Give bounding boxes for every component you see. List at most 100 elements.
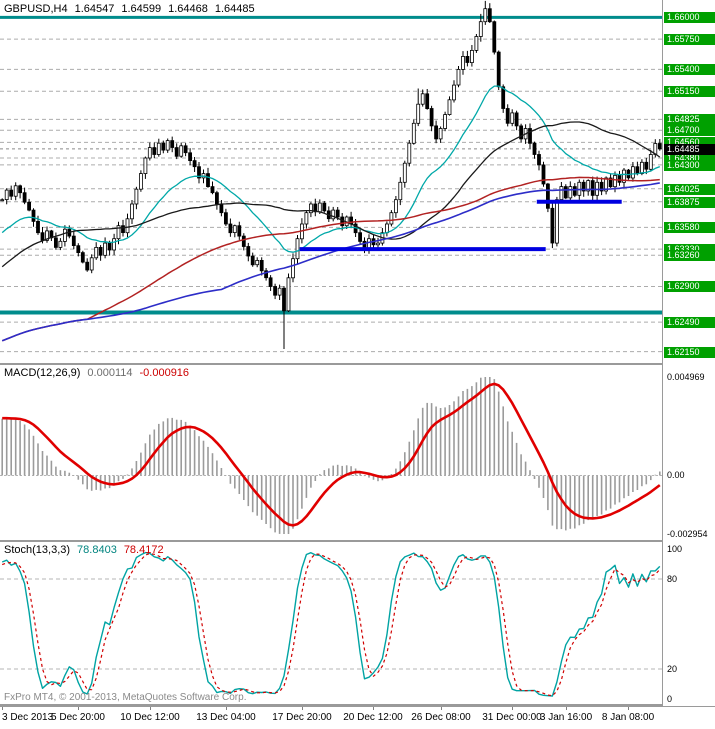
price-level-badge: 1.64380 — [664, 153, 715, 164]
candle-body — [112, 238, 116, 251]
stoch-axis-label: 20 — [667, 664, 678, 674]
macd-panel[interactable] — [0, 365, 662, 540]
candle-body — [134, 188, 139, 205]
candle-body — [192, 160, 197, 168]
candle-body — [604, 177, 608, 192]
candle-body — [613, 174, 617, 188]
candle-body — [443, 114, 448, 129]
candle-body — [264, 270, 269, 279]
time-axis[interactable]: 3 Dec 2013 5 Dec 20:00 10 Dec 12:00 13 Dec … — [0, 706, 715, 729]
candle-body — [54, 237, 58, 248]
candle-body — [420, 93, 425, 105]
candle-body — [465, 56, 470, 63]
current-price-badge: 1.64485 — [664, 144, 715, 155]
candle-body — [528, 128, 532, 144]
candle-body — [94, 246, 99, 259]
candle-body — [559, 186, 564, 201]
stochastic-canvas[interactable] — [0, 542, 662, 704]
candle-body — [85, 261, 90, 271]
candle-body — [393, 199, 398, 214]
price-level-badge: 1.64700 — [664, 125, 715, 136]
stochastic-panel[interactable] — [0, 542, 662, 704]
candle-body — [18, 185, 23, 194]
price-level-badge: 1.64025 — [664, 184, 715, 195]
macd-axis-zero-label: 0.00 — [667, 470, 685, 480]
macd-main-value: 0.000114 — [87, 367, 133, 379]
macd-canvas[interactable] — [0, 365, 662, 540]
panel-separator — [0, 704, 715, 706]
candle-body — [223, 212, 228, 225]
panel-separator[interactable] — [0, 540, 715, 542]
candle-body — [138, 173, 143, 190]
candle-body — [657, 143, 662, 150]
candle-body — [206, 173, 210, 188]
candle-body — [590, 180, 595, 196]
price-level-badge: 1.63330 — [664, 244, 715, 255]
candle-body — [98, 246, 103, 256]
time-axis-label: 17 Dec 20:00 — [272, 712, 332, 723]
candle-body — [219, 203, 224, 214]
panel-separator[interactable] — [0, 363, 715, 365]
ma-teal-ema21[interactable] — [1, 85, 661, 253]
price-grid — [0, 16, 662, 353]
stoch-d-line — [1, 553, 661, 697]
candle-body — [608, 177, 613, 188]
candle-body — [434, 125, 439, 140]
ma-blue-sma130[interactable] — [1, 182, 660, 342]
price-chart-canvas[interactable] — [0, 0, 662, 363]
candle-body — [103, 242, 107, 256]
candle-body — [183, 145, 188, 154]
candle-body — [541, 164, 546, 185]
candle-body — [291, 258, 295, 279]
candle-body — [241, 235, 246, 247]
candle-body — [648, 154, 653, 170]
candle-body — [519, 125, 523, 140]
price-axis[interactable]: 1.66000 1.65750 1.65400 1.65150 1.64825 1.647… — [662, 0, 715, 706]
price-level-badge: 1.65750 — [664, 34, 715, 45]
candle-body — [71, 235, 76, 247]
macd-signal-line — [2, 382, 661, 527]
candle-body — [237, 225, 242, 237]
price-level-badge: 1.65150 — [664, 86, 715, 97]
time-axis-tick — [226, 707, 227, 710]
price-level-badge: 1.62900 — [664, 281, 715, 292]
symbol-timeframe-label: GBPUSD,H4 — [4, 3, 68, 15]
candle-body — [492, 21, 497, 53]
price-level-badge: 1.63875 — [664, 197, 715, 208]
candle-body — [277, 287, 282, 296]
candle-body — [45, 230, 49, 241]
candle-body — [425, 93, 430, 110]
low-value: 1.64468 — [168, 3, 208, 15]
candle-body — [31, 209, 36, 222]
macd-axis-min-label: -0.002954 — [667, 529, 708, 539]
candle-body — [130, 203, 134, 220]
stochastic-header: Stoch(13,3,3) 78.8403 78.4172 — [4, 544, 171, 556]
candle-body — [478, 21, 483, 37]
chart-header: GBPUSD,H4 1.64547 1.64599 1.64468 1.64485 — [4, 3, 262, 15]
candle-body — [563, 186, 568, 199]
candle-body — [640, 161, 644, 175]
candle-body — [510, 112, 515, 124]
candle-body — [214, 192, 219, 205]
candle-body — [617, 174, 622, 183]
candle-body — [555, 199, 559, 244]
candle-body — [631, 166, 635, 179]
ma-red-sma100[interactable] — [1, 176, 660, 342]
candle-body — [210, 186, 215, 194]
time-axis-tick — [150, 707, 151, 710]
candle-body — [161, 142, 166, 151]
candle-body — [322, 202, 327, 212]
candle-body — [505, 108, 510, 124]
price-chart-panel[interactable] — [0, 0, 662, 363]
candle-body — [76, 245, 81, 253]
candle-body — [80, 252, 85, 263]
candle-body — [469, 50, 474, 64]
stoch-label: Stoch(13,3,3) — [4, 544, 71, 556]
candle-body — [586, 180, 591, 192]
candle-body — [483, 8, 488, 23]
candle-body — [317, 202, 322, 213]
stoch-axis-label: 100 — [667, 544, 683, 554]
candle-body — [282, 287, 286, 312]
ma-black-sma40[interactable] — [1, 121, 661, 268]
candle-body — [514, 112, 519, 127]
